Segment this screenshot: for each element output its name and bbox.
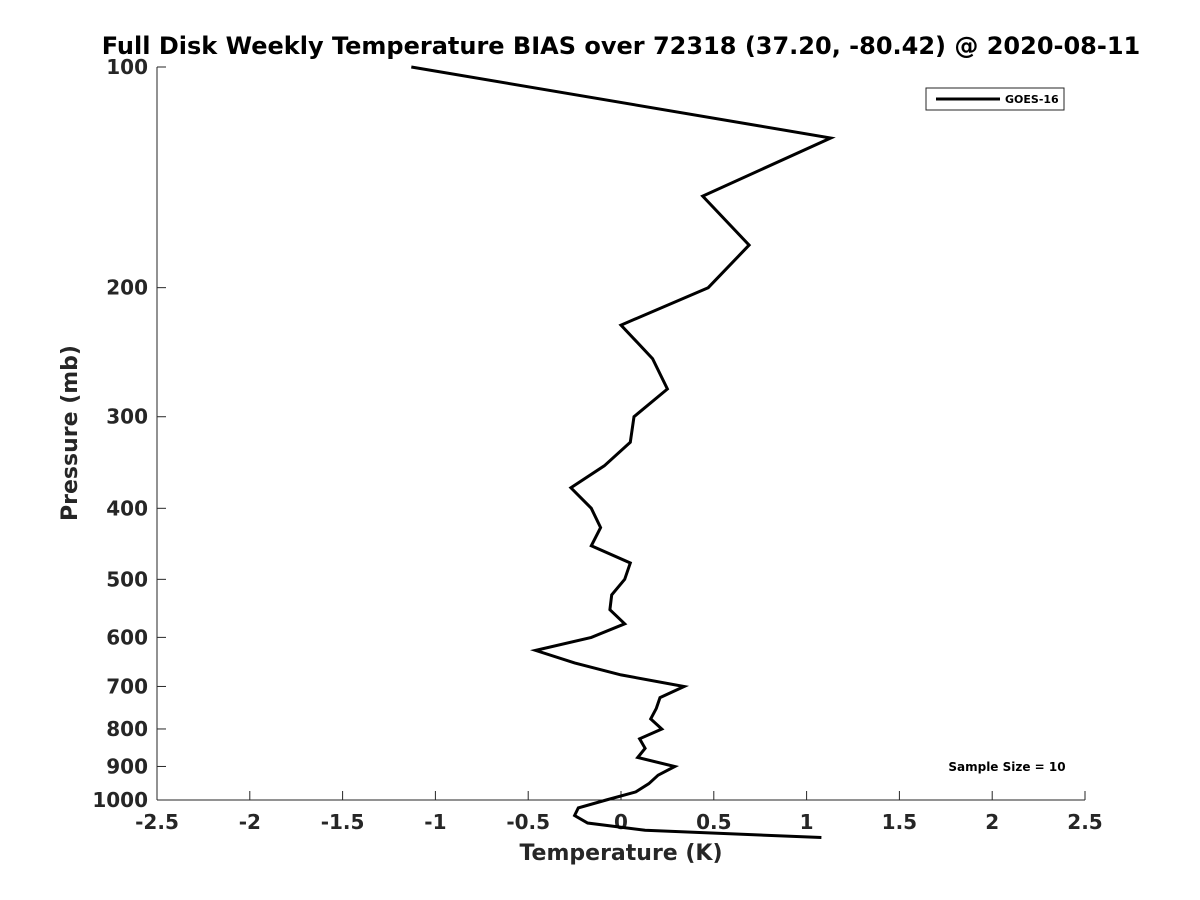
- y-axis: 100 200 300 400 500 600 700 800 900 1000: [92, 55, 166, 812]
- y-tick-label: 100: [106, 55, 148, 79]
- y-tick-label: 200: [106, 276, 148, 300]
- x-tick-label: -0.5: [506, 810, 550, 834]
- x-tick-label: 1.5: [882, 810, 917, 834]
- y-tick-label: 500: [106, 567, 148, 591]
- legend-label-goes-16: GOES-16: [1005, 93, 1059, 106]
- y-axis-label: Pressure (mb): [58, 345, 83, 521]
- y-tick-label: 400: [106, 496, 148, 520]
- y-tick-label: 800: [106, 717, 148, 741]
- x-tick-label: 2: [985, 810, 999, 834]
- y-tick-label: 700: [106, 674, 148, 698]
- x-tick-label: 2.5: [1067, 810, 1102, 834]
- x-tick-label: -1: [424, 810, 446, 834]
- x-axis-label: Temperature (K): [519, 841, 722, 866]
- x-tick-label: 0.5: [696, 810, 731, 834]
- y-tick-label: 600: [106, 625, 148, 649]
- legend: GOES-16: [925, 87, 1065, 111]
- series-group: [411, 65, 836, 839]
- x-tick-label: 0: [614, 810, 628, 834]
- sample-size-annotation: Sample Size = 10: [948, 760, 1065, 774]
- x-tick-label: -2.5: [135, 810, 179, 834]
- x-tick-label: 1: [800, 810, 814, 834]
- y-tick-label: 1000: [92, 788, 148, 812]
- x-tick-label: -2: [239, 810, 261, 834]
- x-tick-label: -1.5: [321, 810, 365, 834]
- y-tick-label: 900: [106, 754, 148, 778]
- y-tick-label: 300: [106, 405, 148, 429]
- series-line-goes-16: [411, 65, 836, 839]
- chart-title: Full Disk Weekly Temperature BIAS over 7…: [102, 32, 1141, 60]
